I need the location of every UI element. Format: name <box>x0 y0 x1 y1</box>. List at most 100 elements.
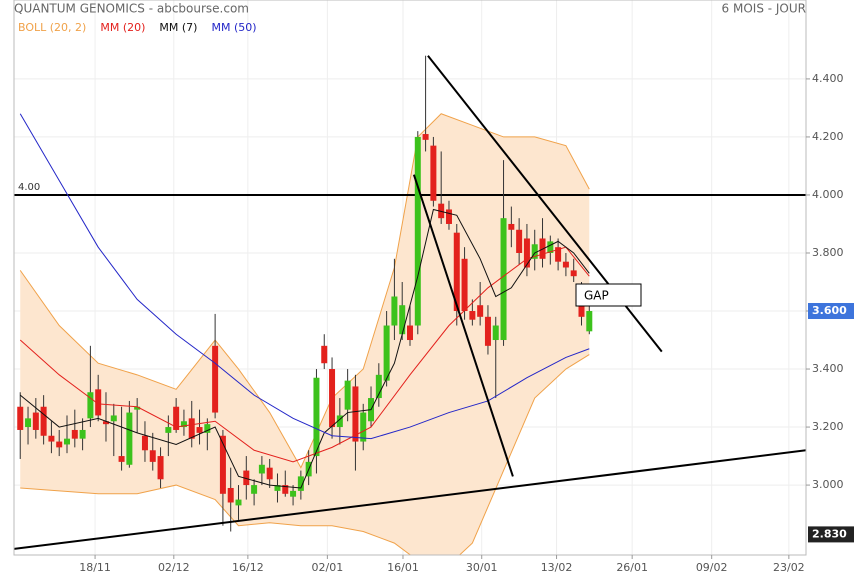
legend-entry: BOLL (20, 2) <box>18 21 86 34</box>
candle-body <box>87 392 94 419</box>
x-tick-label: 26/01 <box>616 561 648 574</box>
candle-body <box>336 415 343 428</box>
candle-body <box>523 238 530 268</box>
candle-body <box>407 325 413 341</box>
candle-body <box>196 427 203 433</box>
candle-body <box>188 418 195 439</box>
moving-average <box>19 113 590 440</box>
candle-body <box>352 386 359 442</box>
x-tick-label: 02/01 <box>312 561 344 574</box>
candle-body <box>383 325 390 381</box>
candle-body <box>157 456 164 480</box>
price-label-box <box>808 303 854 320</box>
candle-body <box>516 229 523 253</box>
candle-body <box>547 241 554 253</box>
legend-entry: MM (20) <box>100 21 145 34</box>
x-tick-label: 16/01 <box>387 561 419 574</box>
x-tick-label: 02/12 <box>158 561 190 574</box>
candle-body <box>469 311 476 320</box>
candle-body <box>461 258 468 312</box>
moving-average <box>19 246 590 463</box>
candle-body <box>562 261 569 268</box>
candle-body <box>375 374 382 399</box>
candle-body <box>555 247 562 262</box>
plot-frame <box>13 0 807 556</box>
y-tick-label: 3.200 <box>812 420 844 433</box>
candle-body <box>56 441 63 448</box>
candle-body <box>586 311 593 332</box>
candle-body <box>48 435 55 442</box>
candle-body <box>570 270 577 277</box>
candle-body <box>64 438 71 445</box>
y-tick-label: 3.000 <box>812 478 844 491</box>
x-tick-label: 18/11 <box>79 561 111 574</box>
candle-body <box>141 435 148 451</box>
candle-body <box>422 134 429 140</box>
band-lower <box>20 354 590 555</box>
annotation-box <box>575 283 642 307</box>
candle-body <box>414 136 421 326</box>
candle-body <box>344 380 351 410</box>
candle-body <box>477 305 484 317</box>
x-tick-label: 13/02 <box>541 561 573 574</box>
x-tick-label: 30/01 <box>466 561 498 574</box>
band-area <box>20 113 590 555</box>
y-tick-label: 4.200 <box>812 130 844 143</box>
candle-body <box>321 345 328 364</box>
candle-body <box>235 499 242 506</box>
candle-body <box>453 232 460 312</box>
candle-body <box>391 296 398 326</box>
x-tick-label: 16/12 <box>232 561 264 574</box>
y-tick-label: 4.400 <box>812 72 844 85</box>
candle-body <box>149 450 156 462</box>
moving-average <box>19 208 590 489</box>
candle-body <box>180 421 187 428</box>
horizontal-line-label: 4.00 <box>18 182 40 193</box>
candle-body <box>290 490 297 497</box>
chart-subtitle: 6 MOIS - JOUR <box>722 2 806 16</box>
candle-body <box>484 316 491 346</box>
candle-body <box>219 435 226 494</box>
y-tick-label: 3.800 <box>812 246 844 259</box>
candle-body <box>204 424 211 433</box>
x-tick-label: 09/02 <box>696 561 728 574</box>
candle-body <box>251 485 258 494</box>
price-label: 2.830 <box>812 527 847 540</box>
candle-body <box>492 325 499 341</box>
annotation-text: GAP <box>584 289 609 303</box>
candle-body <box>126 412 133 465</box>
candle-body <box>212 345 219 413</box>
candle-body <box>313 377 320 457</box>
candle-body <box>25 418 32 428</box>
candle-body <box>17 406 24 430</box>
candle-body <box>274 485 281 491</box>
chart-title: QUANTUM GENOMICS - abcbourse.com <box>14 2 249 16</box>
candle-body <box>165 427 172 433</box>
candle-body <box>40 406 47 436</box>
x-tick-label: 23/02 <box>773 561 805 574</box>
candle-body <box>173 406 180 430</box>
candle-body <box>110 415 117 422</box>
candle-body <box>531 244 538 259</box>
y-tick-label: 4.000 <box>812 188 844 201</box>
candle-body <box>79 429 86 439</box>
candle-body <box>243 470 250 486</box>
y-tick-label: 3.400 <box>812 362 844 375</box>
candle-body <box>32 412 39 430</box>
candle-body <box>329 369 336 428</box>
candle-body <box>508 223 515 230</box>
price-label-box <box>808 526 854 543</box>
trend-line <box>14 449 806 550</box>
candle-body <box>118 456 125 462</box>
candle-body <box>500 218 507 341</box>
candle-body <box>71 429 78 439</box>
legend-entry: MM (7) <box>159 21 197 34</box>
candle-body <box>102 421 109 425</box>
trend-line <box>412 174 514 477</box>
candle-body <box>227 487 234 503</box>
candle-body <box>399 305 406 335</box>
candle-body <box>297 476 304 491</box>
candle-body <box>266 467 273 480</box>
candle-body <box>134 406 141 410</box>
